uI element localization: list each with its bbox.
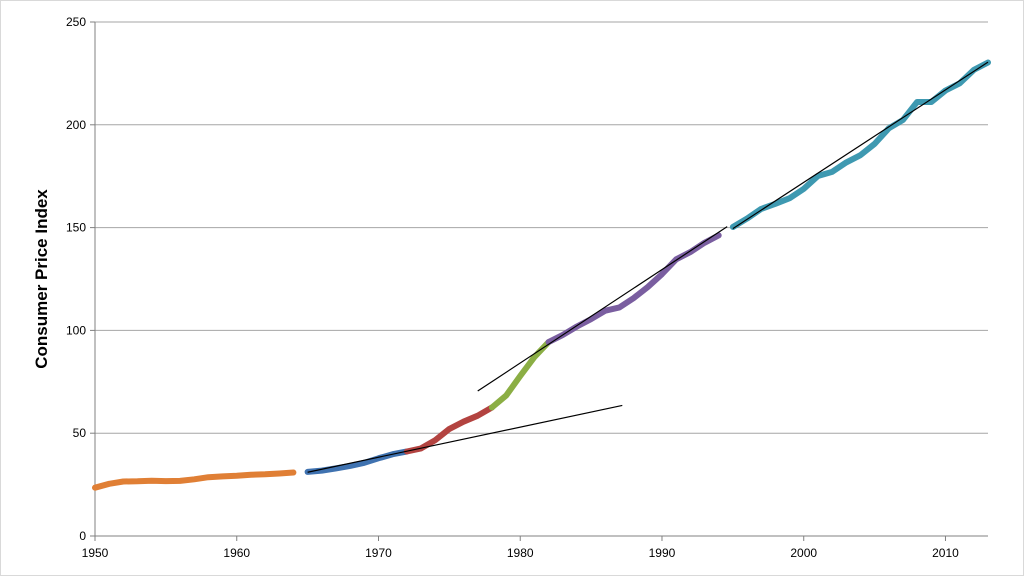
y-tick-label: 100 xyxy=(66,323,86,337)
trendline-1 xyxy=(307,404,623,473)
y-tick-label: 50 xyxy=(73,426,87,440)
tick-labels: 0 50 100 150 200 250 1950 1960 1970 1980 1990 2000 2… xyxy=(66,15,959,560)
trendline-2 xyxy=(477,226,728,392)
x-tick-label: 1980 xyxy=(507,546,534,560)
y-tick-label: 0 xyxy=(79,529,86,543)
y-axis-label: Consumer Price Index xyxy=(32,189,51,369)
x-tick-label: 1960 xyxy=(223,546,250,560)
axes xyxy=(90,21,988,541)
y-tick-label: 250 xyxy=(66,15,86,29)
y-tick-label: 150 xyxy=(66,221,86,235)
y-tick-label: 200 xyxy=(66,118,86,132)
x-tick-label: 1990 xyxy=(649,546,676,560)
x-tick-label: 2010 xyxy=(932,546,959,560)
x-tick-label: 2000 xyxy=(790,546,817,560)
x-tick-label: 1950 xyxy=(82,546,109,560)
trendline-3 xyxy=(732,61,989,230)
gridlines xyxy=(95,21,988,434)
trendlines-group xyxy=(307,61,989,473)
x-tick-label: 1970 xyxy=(365,546,392,560)
